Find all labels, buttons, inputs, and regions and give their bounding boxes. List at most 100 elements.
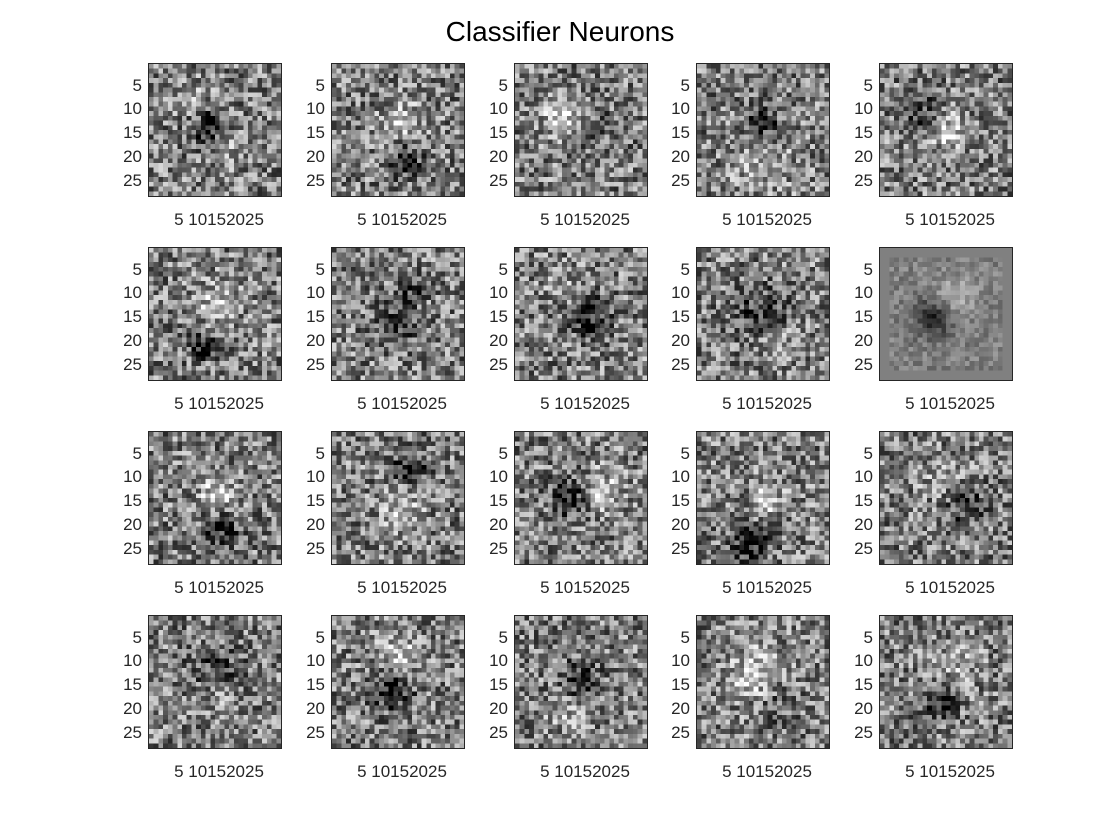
- x-tick-labels: 5 10152025: [540, 578, 630, 597]
- y-tick-label: 25: [671, 723, 690, 743]
- x-tick-labels: 5 10152025: [540, 394, 630, 413]
- neuron-image-17: [331, 615, 465, 749]
- neuron-image-5: [879, 63, 1013, 197]
- y-tick-label: 10: [854, 651, 873, 671]
- y-tick-label: 20: [671, 147, 690, 167]
- y-tick-label: 25: [489, 355, 508, 375]
- y-tick-label: 15: [123, 307, 142, 327]
- y-tick-label: 15: [854, 307, 873, 327]
- x-tick-labels: 5 10152025: [357, 210, 447, 229]
- y-tick-label: 20: [671, 515, 690, 535]
- y-tick-label: 25: [306, 171, 325, 191]
- neuron-panel-3: [514, 63, 648, 197]
- y-tick-label: 10: [123, 467, 142, 487]
- y-tick-label: 10: [306, 651, 325, 671]
- y-tick-label: 5: [315, 259, 325, 279]
- y-tick-label: 20: [306, 147, 325, 167]
- x-tick-labels: 5 10152025: [357, 394, 447, 413]
- y-tick-label: 15: [854, 123, 873, 143]
- y-tick-label: 20: [854, 147, 873, 167]
- y-tick-label: 5: [315, 627, 325, 647]
- y-tick-label: 20: [489, 515, 508, 535]
- y-tick-label: 25: [123, 355, 142, 375]
- y-tick-label: 10: [306, 467, 325, 487]
- neuron-image-20: [879, 615, 1013, 749]
- neuron-image-15: [879, 431, 1013, 565]
- neuron-panel-4: [696, 63, 830, 197]
- neuron-image-18: [514, 615, 648, 749]
- y-tick-label: 5: [498, 627, 508, 647]
- y-tick-label: 20: [854, 699, 873, 719]
- x-tick-labels: 5 10152025: [905, 762, 995, 781]
- x-tick-labels: 5 10152025: [905, 210, 995, 229]
- y-tick-label: 10: [123, 651, 142, 671]
- y-tick-label: 25: [489, 723, 508, 743]
- y-tick-label: 5: [498, 75, 508, 95]
- neuron-image-13: [514, 431, 648, 565]
- x-tick-labels: 5 10152025: [905, 578, 995, 597]
- x-tick-labels: 5 10152025: [174, 762, 264, 781]
- y-tick-label: 15: [123, 123, 142, 143]
- neuron-panel-10: [879, 247, 1013, 381]
- neuron-panel-11: [148, 431, 282, 565]
- y-tick-label: 25: [306, 539, 325, 559]
- x-tick-labels: 5 10152025: [722, 578, 812, 597]
- y-tick-label: 25: [123, 171, 142, 191]
- neuron-image-16: [148, 615, 282, 749]
- neuron-image-14: [696, 431, 830, 565]
- neuron-image-2: [331, 63, 465, 197]
- y-tick-label: 10: [489, 283, 508, 303]
- y-tick-label: 15: [854, 675, 873, 695]
- y-tick-label: 10: [854, 99, 873, 119]
- y-tick-label: 25: [671, 355, 690, 375]
- neuron-image-12: [331, 431, 465, 565]
- y-tick-label: 20: [854, 515, 873, 535]
- neuron-panel-13: [514, 431, 648, 565]
- y-tick-label: 5: [315, 75, 325, 95]
- y-tick-label: 15: [489, 491, 508, 511]
- neuron-image-10: [879, 247, 1013, 381]
- y-tick-label: 25: [123, 539, 142, 559]
- y-tick-label: 5: [132, 443, 142, 463]
- y-tick-label: 5: [498, 443, 508, 463]
- y-tick-label: 5: [680, 627, 690, 647]
- y-tick-label: 15: [671, 307, 690, 327]
- neuron-panel-17: [331, 615, 465, 749]
- figure-title: Classifier Neurons: [445, 16, 675, 47]
- y-tick-label: 10: [489, 651, 508, 671]
- y-tick-label: 15: [306, 307, 325, 327]
- y-tick-label: 10: [123, 283, 142, 303]
- neuron-panel-2: [331, 63, 465, 197]
- y-tick-label: 5: [132, 75, 142, 95]
- neuron-panel-12: [331, 431, 465, 565]
- neuron-image-6: [148, 247, 282, 381]
- y-tick-label: 25: [306, 355, 325, 375]
- y-tick-label: 5: [680, 443, 690, 463]
- neuron-image-11: [148, 431, 282, 565]
- y-tick-label: 5: [132, 259, 142, 279]
- neuron-image-9: [696, 247, 830, 381]
- y-tick-label: 10: [489, 99, 508, 119]
- neuron-panel-5: [879, 63, 1013, 197]
- y-tick-label: 15: [306, 491, 325, 511]
- y-tick-label: 10: [671, 467, 690, 487]
- y-tick-label: 20: [489, 331, 508, 351]
- y-tick-label: 25: [489, 539, 508, 559]
- neuron-panel-20: [879, 615, 1013, 749]
- y-tick-label: 5: [863, 259, 873, 279]
- x-tick-labels: 5 10152025: [174, 394, 264, 413]
- y-tick-label: 10: [306, 283, 325, 303]
- y-tick-label: 15: [123, 491, 142, 511]
- y-tick-label: 20: [306, 699, 325, 719]
- y-tick-label: 25: [489, 171, 508, 191]
- y-tick-label: 15: [489, 307, 508, 327]
- y-tick-label: 10: [489, 467, 508, 487]
- neuron-image-1: [148, 63, 282, 197]
- y-tick-label: 15: [671, 675, 690, 695]
- y-tick-label: 15: [306, 123, 325, 143]
- y-tick-label: 25: [854, 171, 873, 191]
- y-tick-label: 5: [863, 627, 873, 647]
- y-tick-label: 5: [863, 443, 873, 463]
- y-tick-label: 25: [854, 539, 873, 559]
- y-tick-label: 10: [671, 99, 690, 119]
